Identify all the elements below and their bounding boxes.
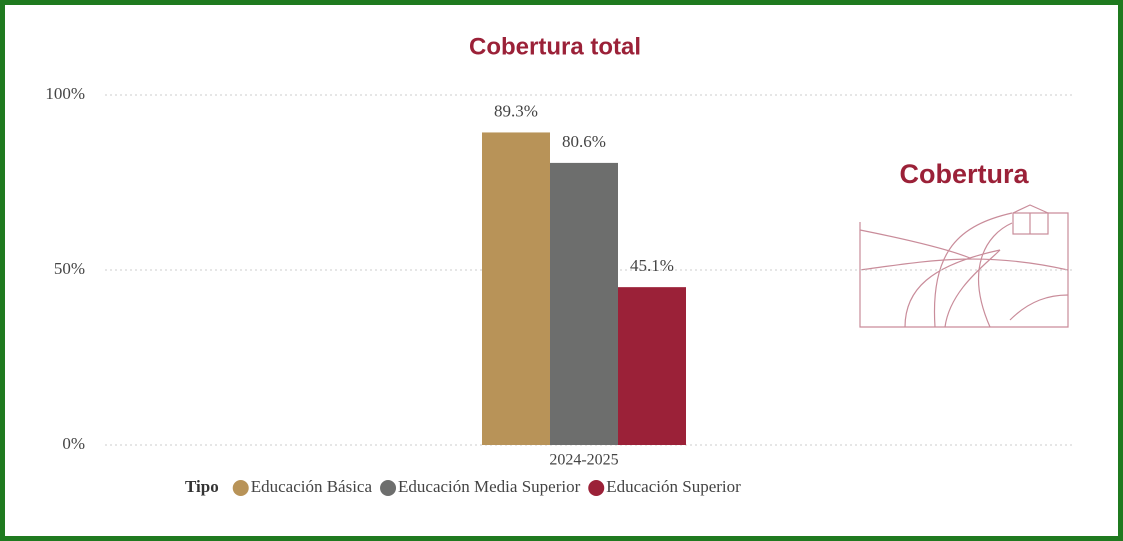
data-label: 45.1% — [630, 256, 674, 275]
y-tick-label: 100% — [45, 84, 85, 103]
legend-label: Educación Media Superior — [398, 477, 581, 496]
y-tick-label: 50% — [54, 259, 85, 278]
data-label: 80.6% — [562, 132, 606, 151]
legend-marker — [380, 480, 397, 496]
chart-title: Cobertura total — [469, 33, 641, 60]
x-tick-label: 2024-2025 — [549, 452, 618, 469]
legend-marker — [232, 480, 249, 496]
data-label: 89.3% — [494, 101, 538, 120]
legend-label: Educación Básica — [251, 477, 373, 496]
logo-drawing — [859, 204, 1069, 328]
logo: Cobertura — [859, 159, 1069, 328]
y-tick-label: 0% — [62, 434, 85, 453]
logo-text: Cobertura — [899, 159, 1029, 189]
legend-marker — [588, 480, 605, 496]
bar — [618, 287, 686, 445]
legend-label: Educación Superior — [606, 477, 741, 496]
bar — [550, 162, 618, 445]
bar — [482, 132, 550, 445]
legend-title: Tipo — [185, 477, 219, 496]
